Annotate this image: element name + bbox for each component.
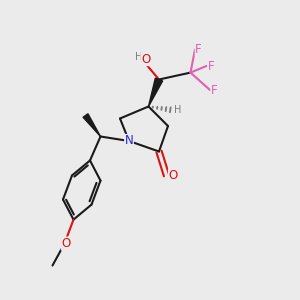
Text: F: F: [208, 59, 214, 73]
Text: H: H: [174, 105, 182, 115]
Polygon shape: [148, 78, 163, 106]
Text: F: F: [211, 83, 217, 97]
Text: H: H: [135, 52, 142, 62]
Polygon shape: [83, 114, 100, 136]
Text: N: N: [124, 134, 134, 148]
Text: O: O: [61, 237, 70, 250]
Text: O: O: [141, 52, 150, 66]
Text: O: O: [169, 169, 178, 182]
Text: F: F: [195, 43, 202, 56]
